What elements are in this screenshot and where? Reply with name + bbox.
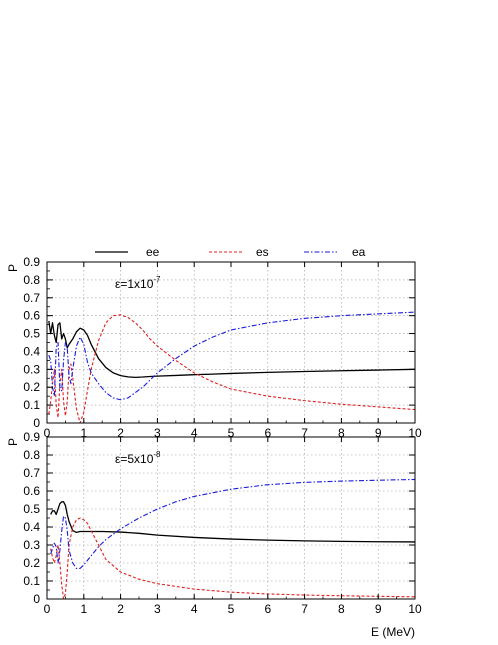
x-tick-label: 2 <box>117 426 124 440</box>
x-tick-label: 5 <box>228 426 235 440</box>
x-tick-label: 6 <box>264 426 271 440</box>
legend-label-ee: ee <box>146 245 160 259</box>
y-tick-label: 0.2 <box>23 380 40 394</box>
x-tick-label: 8 <box>338 602 345 616</box>
y-tick-label: 0.5 <box>23 327 40 341</box>
x-tick-label: 2 <box>117 602 124 616</box>
annotation-epsilon-bottom: ε=5x10-8 <box>115 450 161 466</box>
x-axis-label: E (MeV) <box>371 625 415 639</box>
annotation-prefix: ε=1x10 <box>115 277 154 291</box>
x-tick-label: 4 <box>191 426 198 440</box>
y-tick-label: 0.3 <box>23 538 40 552</box>
annotation-epsilon-top: ε=1x10-7 <box>115 275 161 291</box>
ticks-bottom <box>46 436 416 600</box>
x-tick-label: 5 <box>228 602 235 616</box>
x-tick-label: 3 <box>154 602 161 616</box>
y-tick-label: 0.9 <box>23 430 40 444</box>
y-tick-label: 0.6 <box>23 309 40 323</box>
series-line-ea-top <box>48 311 416 401</box>
y-axis-label-top: P <box>6 264 20 272</box>
y-tick-label: 0.6 <box>23 484 40 498</box>
y-tick-label: 0 <box>33 592 40 606</box>
annotation-prefix: ε=5x10 <box>115 452 154 466</box>
y-tick-label: 0.4 <box>23 344 40 358</box>
x-tick-label: 3 <box>154 426 161 440</box>
series-line-ee-bottom <box>50 501 416 543</box>
x-tick-label: 0 <box>44 602 51 616</box>
y-tick-label: 0.5 <box>23 502 40 516</box>
x-tick-label: 8 <box>338 426 345 440</box>
y-tick-label: 0.1 <box>23 574 40 588</box>
x-tick-label: 0 <box>44 426 51 440</box>
panel-bottom: 0 1 2 3 4 5 6 7 8 9 10 0 0.1 0.2 0.3 0.4 0.5 0.6 0.7 0.8 0.9… <box>6 430 422 616</box>
y-tick-label: 0.3 <box>23 362 40 376</box>
grid-top <box>47 262 415 423</box>
series-bottom <box>50 478 416 600</box>
y-tick-label: 0.7 <box>23 291 40 305</box>
x-tick-label: 10 <box>408 602 422 616</box>
y-tick-label: 0.8 <box>23 273 40 287</box>
y-tick-label: 0.7 <box>23 466 40 480</box>
legend-label-es: es <box>256 245 269 259</box>
ticks-top <box>46 261 416 424</box>
x-tick-label: 6 <box>264 602 271 616</box>
y-tick-label: 0.1 <box>23 398 40 412</box>
y-tick-label: 0.4 <box>23 520 40 534</box>
grid-bottom <box>47 437 415 599</box>
series-line-es-bottom <box>50 517 416 600</box>
series-line-ee-top <box>48 320 416 379</box>
series-line-ea-bottom <box>50 478 416 569</box>
series-line-es-top <box>48 314 416 424</box>
y-tick-label: 0.2 <box>23 556 40 570</box>
y-axis-label-bottom: P <box>6 438 20 446</box>
x-tick-label: 7 <box>301 426 308 440</box>
y-tick-label: 0 <box>33 416 40 430</box>
x-tick-label: 1 <box>80 426 87 440</box>
y-tick-label: 0.8 <box>23 448 40 462</box>
legend: ee es ea <box>95 245 366 259</box>
annotation-exponent: -8 <box>153 450 161 459</box>
x-tick-label: 9 <box>375 602 382 616</box>
annotation-exponent: -7 <box>153 275 161 284</box>
y-tick-label: 0.9 <box>23 255 40 269</box>
x-tick-label: 9 <box>375 426 382 440</box>
panel-top: 0 1 2 3 4 5 6 7 8 9 1000.10.20.30.40.50.60.70.80.9… <box>6 255 422 440</box>
legend-label-ea: ea <box>352 245 366 259</box>
series-top <box>48 311 416 424</box>
x-tick-label: 4 <box>191 602 198 616</box>
x-tick-label: 7 <box>301 602 308 616</box>
x-tick-label: 1 <box>80 602 87 616</box>
tick-labels-bottom: 0 1 2 3 4 5 6 7 8 9 10 0 0.1 0.2 0.3 0.4 0.5 0.6 0.7 0.8 0.9 <box>23 430 422 616</box>
